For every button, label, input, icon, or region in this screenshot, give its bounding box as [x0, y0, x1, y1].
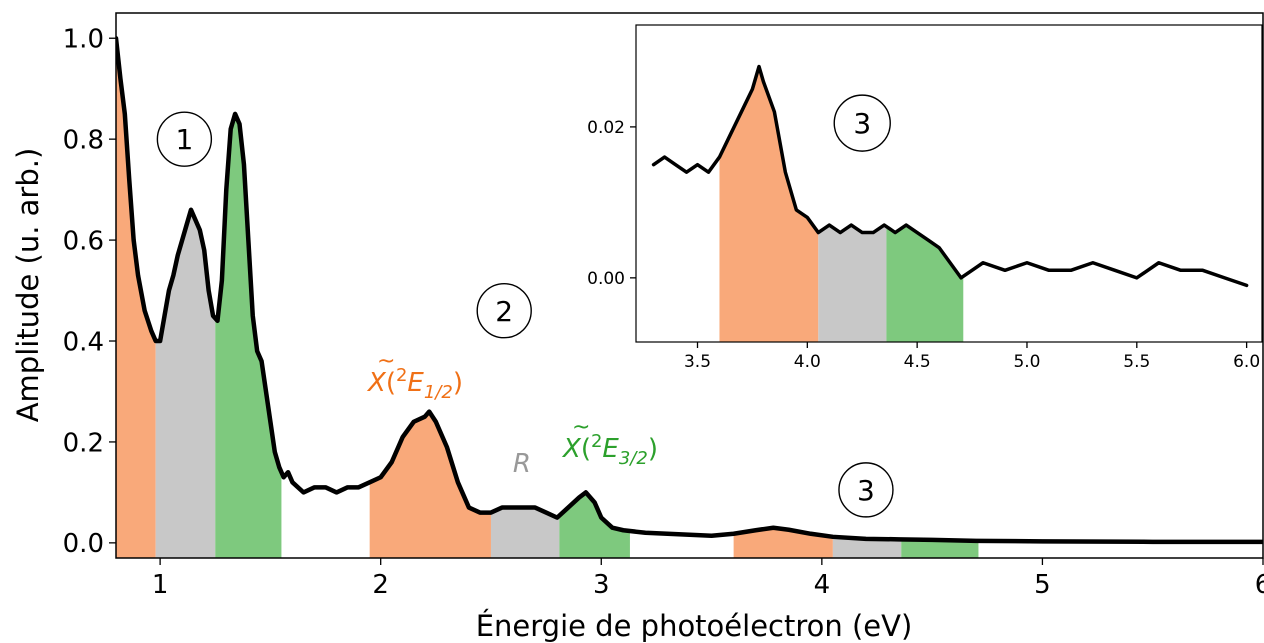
inset-region-label-3: 3 — [853, 107, 871, 140]
inset-series-line — [651, 64, 1249, 288]
main-band-8 — [832, 536, 902, 558]
peak-label-x-e12-sub: 1/2 — [424, 382, 453, 403]
inset-band-2 — [818, 225, 887, 342]
peak-label-x-e32-term: 2 — [591, 431, 602, 452]
main-x-tick-label: 5 — [1034, 570, 1051, 600]
main-x-axis-label: Énergie de photoélectron (eV) — [476, 609, 913, 643]
main-region-circle-1 — [156, 111, 213, 167]
main-x-tick-label: 6 — [1255, 570, 1264, 600]
peak-label-x-e12-symbol: X — [366, 368, 387, 398]
peak-label-x-e12: X(2E1/2) — [366, 365, 463, 403]
main-y-tick-label: 0.4 — [63, 327, 104, 357]
main-y-tick-label: 0.2 — [63, 428, 104, 458]
main-y-axis-label: Amplitude (u. arb.) — [11, 148, 45, 423]
inset-x-tick-label: 5.5 — [1123, 352, 1150, 372]
main-series-line — [116, 35, 1263, 545]
main-y-tick-label: 0.8 — [63, 126, 104, 156]
main-band-6 — [559, 492, 630, 558]
main-band-5 — [490, 507, 560, 558]
inset-x-ticks: 3.5 4.0 4.5 5.0 5.5 6.0 — [684, 342, 1260, 372]
main-x-tick-label: 3 — [593, 570, 610, 600]
main-region-circle-3 — [838, 462, 894, 518]
main-region-label-2: 2 — [495, 295, 513, 328]
inset-x-tick-label: 4.5 — [904, 352, 931, 372]
main-band-2 — [155, 210, 216, 558]
main-x-ticks: 1 2 3 4 5 6 — [152, 558, 1264, 600]
main-annotations: 1 2 3 R — [156, 111, 894, 518]
peak-label-x-e32: X(2E3/2) — [561, 431, 658, 469]
peak-label-x-e32-symbol: X — [561, 434, 582, 464]
inset-y-tick-label: 0.00 — [587, 269, 625, 289]
main-x-tick-label: 2 — [372, 570, 389, 600]
main-band-1 — [116, 38, 156, 558]
inset-annotations: 3 — [833, 94, 891, 152]
peak-label-x-tilde-2: ~ — [572, 415, 590, 440]
main-region-label-3: 3 — [857, 474, 875, 507]
main-y-tick-label: 1.0 — [63, 25, 104, 55]
inset-x-tick-label: 6.0 — [1233, 352, 1260, 372]
peak-label-x-tilde-1: ~ — [377, 349, 395, 374]
inset-y-ticks: 0.00 0.02 — [587, 118, 636, 289]
peak-label-x-e32-e: E — [602, 434, 619, 464]
inset-x-tick-label: 3.5 — [684, 352, 711, 372]
main-region-label-1: 1 — [175, 123, 193, 156]
main-band-3 — [215, 113, 282, 558]
peak-label-x-e32-sub: 3/2 — [619, 448, 648, 469]
main-band-4 — [369, 413, 491, 558]
inset-x-tick-label: 4.0 — [794, 352, 821, 372]
main-x-tick-label: 1 — [152, 570, 169, 600]
inset-band-1 — [719, 66, 819, 342]
peak-label-x-e12-term: 2 — [396, 365, 407, 386]
inset-region-circle-3 — [833, 94, 891, 152]
main-x-tick-label: 4 — [814, 570, 831, 600]
main-y-ticks: 0.0 0.2 0.4 0.6 0.8 1.0 — [63, 25, 116, 559]
main-annotation-r: R — [513, 449, 531, 479]
inset-plot-frame — [635, 24, 1263, 343]
inset-y-tick-label: 0.02 — [587, 118, 625, 138]
inset-x-tick-label: 5.0 — [1013, 352, 1040, 372]
main-y-tick-label: 0.0 — [63, 529, 104, 559]
peak-label-x-e12-e: E — [407, 368, 424, 398]
inset-plot: 3.5 4.0 4.5 5.0 5.5 6.0 0.00 0.02 3 — [587, 24, 1263, 372]
main-region-circle-2 — [476, 283, 532, 339]
main-band-9 — [901, 539, 979, 558]
main-y-tick-label: 0.6 — [63, 226, 104, 256]
main-plot-frame — [115, 12, 1264, 559]
